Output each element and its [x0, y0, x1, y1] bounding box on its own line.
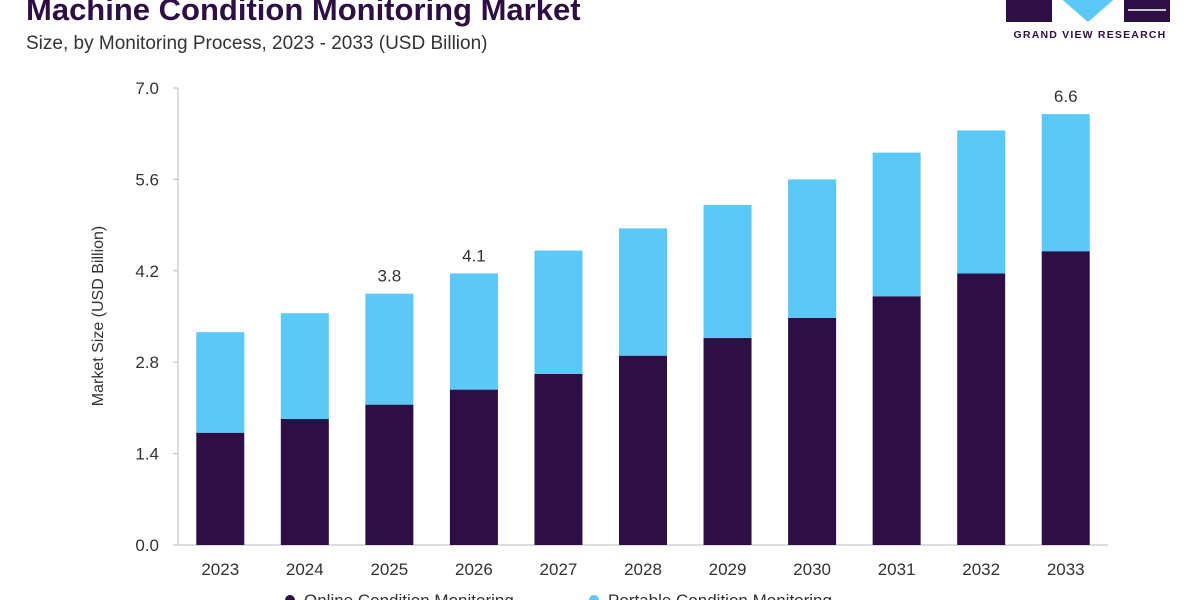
bar-segment-portable: [280, 313, 329, 419]
bar-total-label: 6.6: [1054, 87, 1078, 106]
bar-segment-online: [280, 418, 329, 545]
x-tick-label: 2023: [201, 560, 239, 579]
bar-segment-portable: [788, 179, 837, 318]
legend-marker: [285, 595, 295, 600]
x-tick-label: 2026: [455, 560, 493, 579]
bar-segment-portable: [957, 130, 1006, 274]
chart-subtitle: Size, by Monitoring Process, 2023 - 2033…: [26, 33, 488, 54]
bar-segment-online: [365, 404, 414, 545]
y-tick-label: 5.6: [135, 170, 159, 189]
grand-view-research-logo: [1006, 0, 1170, 22]
logo-text: GRAND VIEW RESEARCH: [1013, 29, 1167, 41]
y-axis-title: Market Size (USD Billion): [90, 226, 107, 406]
x-tick-label: 2025: [370, 560, 408, 579]
chart-title: Machine Condition Monitoring Market: [26, 0, 581, 27]
bar-segment-online: [788, 317, 837, 545]
bar-segment-online: [872, 296, 921, 545]
legend-label: Online Condition Monitoring: [304, 591, 514, 600]
y-tick-label: 2.8: [135, 353, 159, 372]
bar-segment-portable: [703, 204, 752, 339]
bar-segment-portable: [196, 332, 245, 433]
bar-segment-online: [619, 355, 667, 545]
bar-segment-portable: [619, 228, 667, 356]
y-tick-label: 4.2: [135, 262, 159, 281]
x-tick-label: 2033: [1047, 560, 1085, 579]
bar-segment-online: [449, 389, 498, 545]
bar-segment-portable: [872, 152, 921, 297]
x-tick-label: 2032: [962, 560, 1000, 579]
x-tick-label: 2028: [624, 560, 662, 579]
bar-segment-portable: [534, 250, 583, 374]
x-tick-label: 2027: [540, 560, 578, 579]
bar-segment-online: [1041, 251, 1090, 545]
x-tick-label: 2030: [793, 560, 831, 579]
legend-marker: [589, 595, 599, 600]
legend-label: Portable Condition Monitoring: [608, 591, 832, 600]
x-tick-label: 2024: [286, 560, 324, 579]
bar-segment-online: [534, 373, 583, 545]
bar-segment-portable: [449, 273, 498, 390]
bar-segment-online: [196, 432, 245, 545]
bar-segment-online: [957, 273, 1006, 545]
bar-segment-portable: [1041, 114, 1090, 252]
bar-segment-online: [703, 338, 752, 545]
bar-total-label: 3.8: [378, 267, 402, 286]
bar-segment-portable: [365, 293, 414, 405]
y-tick-label: 1.4: [135, 445, 159, 464]
y-tick-label: 7.0: [135, 79, 159, 98]
bar-total-label: 4.1: [462, 246, 486, 265]
x-tick-label: 2031: [878, 560, 916, 579]
x-tick-label: 2029: [709, 560, 747, 579]
y-tick-label: 0.0: [135, 536, 159, 555]
